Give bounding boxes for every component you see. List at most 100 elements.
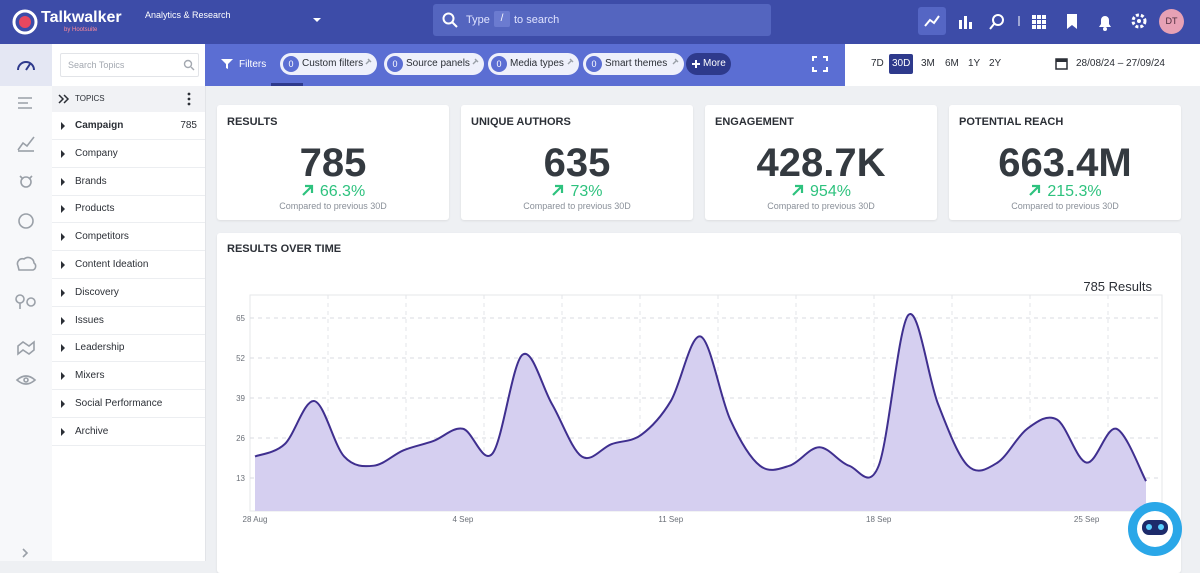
kpi-title: UNIQUE AUTHORS	[471, 116, 571, 128]
filter-chip[interactable]: 0 Custom filters	[280, 53, 377, 75]
expand-arrow	[61, 177, 65, 186]
arrow	[61, 427, 65, 436]
search-icon	[183, 59, 195, 71]
filter-chip[interactable]: 0 Media types	[488, 53, 579, 75]
topic-item[interactable]: Social Performance	[52, 390, 205, 418]
date-range[interactable]: 28/08/24 – 27/09/24	[1076, 58, 1165, 69]
y-tick-label: 65	[236, 314, 245, 323]
period-option[interactable]: 6M	[945, 58, 959, 69]
x-tick-label: 11 Sep	[658, 515, 683, 524]
kpi-note: Compared to previous 30D	[767, 201, 875, 211]
topic-item[interactable]: Company	[52, 140, 205, 168]
kpi-value: 785	[299, 141, 367, 185]
line-view-button[interactable]	[918, 7, 946, 35]
topic-item[interactable]: Content Ideation	[52, 251, 205, 279]
topic-item[interactable]: Competitors	[52, 223, 205, 252]
chip-count: 0	[387, 56, 403, 72]
arrow	[302, 184, 313, 196]
kpi-row: RESULTS 785 66.3% Compared to previous 30D U…	[0, 0, 1200, 230]
period-option[interactable]: 7D	[871, 58, 884, 69]
pin	[365, 58, 372, 65]
dropdown-caret[interactable]	[312, 16, 322, 24]
arrow	[1029, 184, 1041, 196]
up-arrow	[302, 184, 313, 196]
topic-item[interactable]: Issues	[52, 307, 205, 335]
chart-card: RESULTS OVER TIME 785 Results 13 26 39 52 65…	[217, 233, 1181, 573]
period-option[interactable]: 30D	[889, 54, 914, 74]
topic-search[interactable]: Search Topics	[60, 53, 199, 77]
topics-header: TOPICS	[52, 86, 205, 112]
filter-chip[interactable]: 0 Source panels	[384, 53, 484, 75]
kpi-change: 215.3%	[1047, 183, 1102, 200]
search-box[interactable]: Type / to search	[433, 4, 771, 36]
chip-count: 0	[586, 56, 602, 72]
pin-icon	[672, 58, 679, 65]
plus	[692, 60, 700, 68]
y-tick-label: 39	[236, 394, 245, 403]
product[interactable]: Analytics & Research	[145, 10, 231, 20]
active-nav[interactable]	[0, 44, 52, 86]
kpi-change-row: 66.3%	[217, 183, 449, 201]
pin-icon	[472, 58, 479, 65]
expand-arrow	[61, 122, 65, 130]
filter-chips: 0 Custom filters 0 Source panels 0 Media type…	[205, 44, 845, 86]
expand-arrow	[61, 400, 65, 408]
brand-sub: by Hootsuite	[64, 27, 98, 33]
avatar[interactable]: DT	[1159, 9, 1184, 34]
pin-icon	[365, 58, 372, 65]
area-line	[254, 313, 1147, 482]
topic-item[interactable]: Discovery	[52, 279, 205, 307]
brand[interactable]: Talkwalker	[41, 9, 122, 26]
topic-count: 785	[180, 120, 197, 131]
kpi-value: 635	[543, 141, 611, 185]
more-button[interactable]: More	[686, 53, 731, 75]
arrow	[61, 261, 65, 269]
topic-name: Archive	[75, 425, 109, 437]
kpi-note: Compared to previous 30D	[1011, 201, 1119, 211]
period-option[interactable]: 3M	[921, 58, 935, 69]
filter-chip[interactable]: 0 Smart themes	[583, 53, 684, 75]
chart: RESULTS OVER TIME 785 Results 13 26 39 52 65…	[227, 243, 1163, 524]
period-option[interactable]: 1Y	[968, 58, 981, 69]
kpi-note: Compared to previous 30D	[279, 201, 387, 211]
x-tick-label: 18 Sep	[866, 515, 892, 524]
pin	[567, 58, 574, 65]
arrow	[61, 344, 65, 353]
topics-panel: Search Topics TOPICS Campaign 785 Company B…	[52, 44, 206, 561]
kpi-card: POTENTIAL REACH 663.4M 215.3% Compared to p…	[949, 105, 1181, 220]
expand-arrow	[61, 205, 65, 214]
topic-item[interactable]: Leadership	[52, 334, 205, 363]
menu-icon[interactable]	[186, 92, 192, 106]
top-bar: Talkwalker by Hootsuite Analytics & Rese…	[0, 0, 1200, 44]
toolbar-icons[interactable]	[957, 12, 1157, 32]
expand-arrow	[61, 261, 65, 269]
period-option[interactable]: 2Y	[989, 58, 1002, 69]
kpi-card: ENGAGEMENT 428.7K 954% Compared to previous…	[705, 105, 937, 220]
chatbot[interactable]	[1124, 496, 1186, 558]
search-suffix: to search	[514, 14, 560, 26]
fullscreen-icon[interactable]	[812, 56, 828, 72]
x-tick-label: 28 Aug	[243, 515, 268, 524]
tab-indicator	[271, 83, 303, 86]
topic-item[interactable]: Mixers	[52, 362, 205, 391]
kpi-change-row: 215.3%	[949, 183, 1181, 201]
arrow	[61, 288, 65, 297]
filter-icon	[221, 59, 233, 69]
chart-title: RESULTS OVER TIME	[227, 243, 341, 255]
expand-arrow	[61, 372, 65, 381]
topic-item[interactable]: Products	[52, 195, 205, 224]
filter-bar: Filters 0 Custom filters 0 Source panels 0 Me…	[205, 44, 845, 86]
arrow	[61, 400, 65, 408]
nav-icons[interactable]	[0, 44, 52, 561]
kpi-title: POTENTIAL REACH	[959, 116, 1064, 128]
topic-name: Leadership	[75, 342, 125, 354]
collapse-icon[interactable]	[58, 94, 70, 104]
topic-item[interactable]: Archive	[52, 418, 205, 446]
topic-search-placeholder: Search Topics	[68, 60, 125, 70]
topic-item[interactable]: Campaign 785	[52, 112, 205, 140]
arrow	[61, 372, 65, 381]
calendar-icon[interactable]	[1055, 57, 1068, 70]
filters-label[interactable]: Filters	[239, 59, 267, 70]
topic-item[interactable]: Brands	[52, 168, 205, 196]
arrow	[61, 316, 65, 325]
